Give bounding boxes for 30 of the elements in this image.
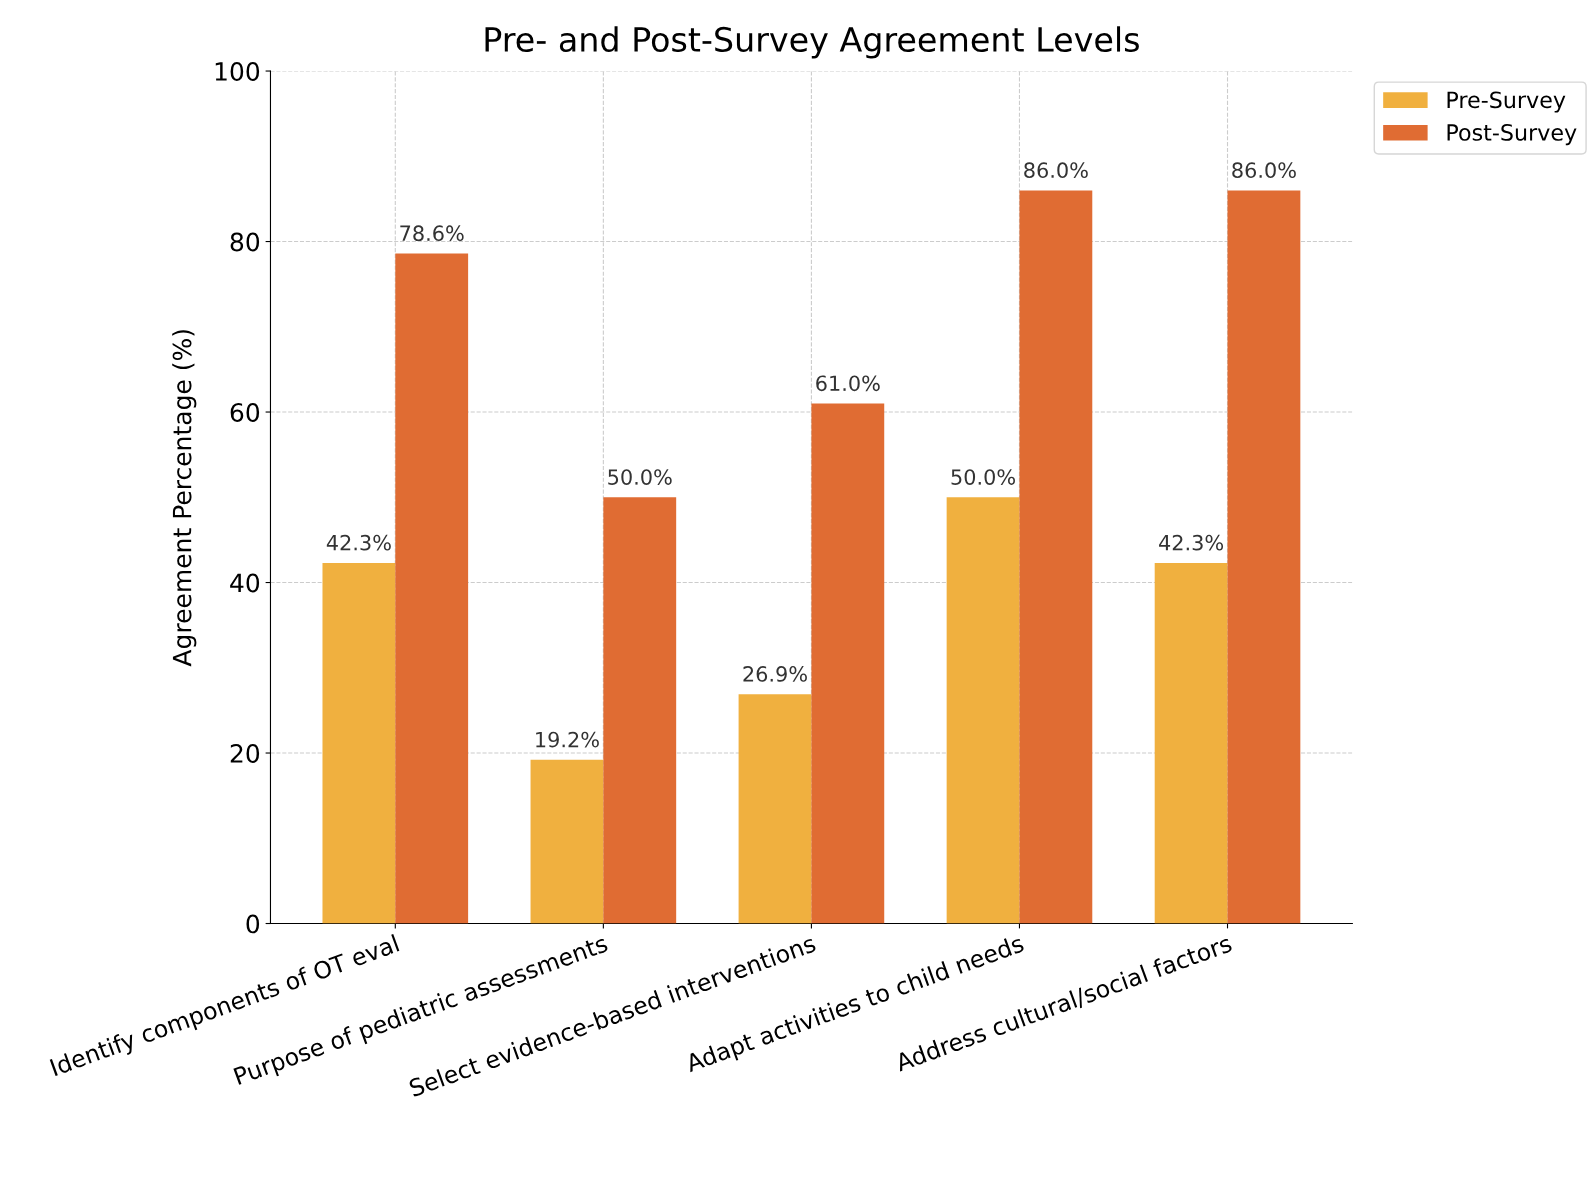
bar (738, 694, 812, 924)
data-label: 78.6% (400, 225, 464, 242)
data-label: 42.3% (1159, 534, 1224, 551)
y-tick-label: 0 (246, 914, 260, 934)
data-label: 86.0% (1232, 162, 1296, 179)
bar (530, 759, 604, 924)
bar (1154, 562, 1228, 924)
y-tick-label: 100 (215, 61, 260, 81)
bar (322, 562, 396, 924)
chart-title: Pre- and Post-Survey Agreement Levels (485, 26, 1139, 59)
data-label: 86.0% (1024, 162, 1088, 179)
bar (811, 403, 885, 924)
bar (395, 253, 469, 924)
y-axis-title: Agreement Percentage (%) (172, 330, 197, 667)
data-label: 42.3% (326, 534, 391, 551)
bar (1019, 190, 1093, 924)
bar (946, 497, 1020, 924)
data-label: 50.0% (608, 469, 672, 485)
y-tick-label: 20 (230, 743, 260, 763)
bar (1227, 190, 1301, 924)
bar (603, 497, 677, 924)
legend-label: Post-Survey (1447, 124, 1577, 146)
data-label: 19.2% (536, 731, 599, 748)
legend-label: Pre-Survey (1447, 91, 1566, 113)
data-label: 61.0% (816, 375, 880, 392)
y-tick-label: 40 (230, 573, 260, 593)
data-label: 50.0% (951, 469, 1015, 485)
y-tick-label: 80 (230, 232, 260, 252)
y-tick-label: 60 (230, 402, 260, 422)
data-label: 26.9% (743, 666, 807, 682)
